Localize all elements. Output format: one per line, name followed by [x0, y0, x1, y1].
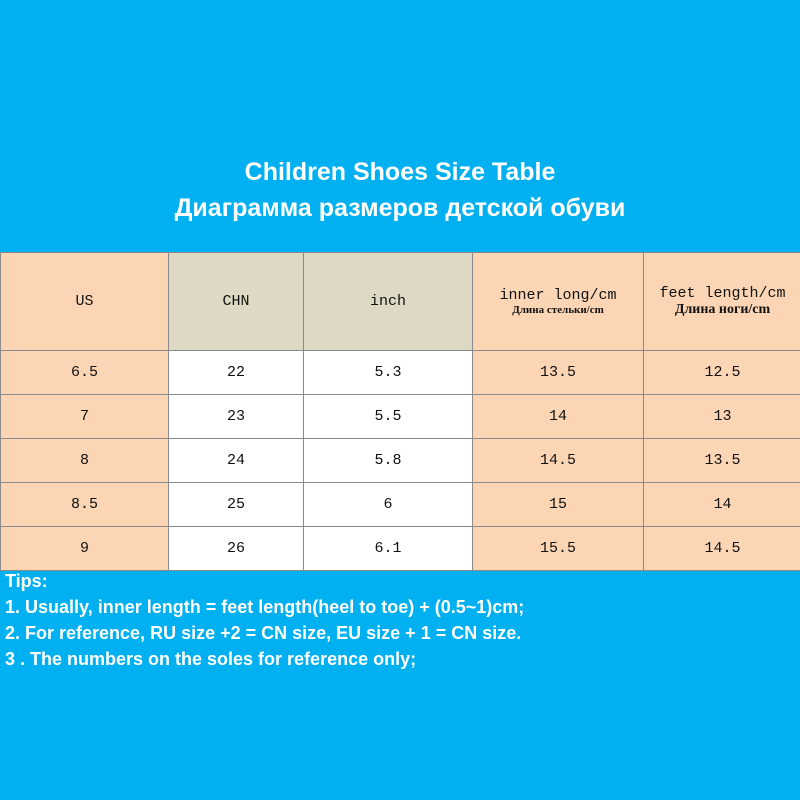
table-cell: 26 [168, 526, 304, 571]
table-cell: 8.5 [0, 482, 169, 527]
table-cell: 22 [168, 350, 304, 395]
header-cell: US [0, 252, 169, 351]
tips-heading: Tips: [5, 571, 48, 591]
tip-line: 2. For reference, RU size +2 = CN size, … [5, 623, 522, 643]
table-cell: 23 [168, 394, 304, 439]
table-cell: 14.5 [472, 438, 644, 483]
header-text: inner long/cm [499, 287, 617, 304]
table-cell: 6.1 [303, 526, 473, 571]
header-text: CHN [222, 293, 250, 310]
table-cell: 12.5 [643, 350, 800, 395]
table-cell: 7 [0, 394, 169, 439]
table-cell: 14 [643, 482, 800, 527]
title: Children Shoes Size Table [244, 158, 556, 186]
header-text: inch [369, 293, 406, 310]
table-cell: 15 [472, 482, 644, 527]
table-cell: 14 [472, 394, 644, 439]
table-cell: 5.8 [303, 438, 473, 483]
tip-line: 1. Usually, inner length = feet length(h… [5, 597, 525, 617]
table-cell: 15.5 [472, 526, 644, 571]
header-text: Длина ноги/cm [674, 302, 771, 317]
header-cell: inner long/cm Длина стельки/cm [472, 252, 644, 351]
table-cell: 13 [643, 394, 800, 439]
title-ru: Диаграмма размеров детской обуви [174, 194, 626, 222]
table-cell: 6 [303, 482, 473, 527]
table-cell: 5.3 [303, 350, 473, 395]
table-cell: 13.5 [643, 438, 800, 483]
table-cell: 25 [168, 482, 304, 527]
table-cell: 8 [0, 438, 169, 483]
table-cell: 6.5 [0, 350, 169, 395]
table-cell: 14.5 [643, 526, 800, 571]
header-text: US [75, 293, 94, 310]
header-cell: CHN [168, 252, 304, 351]
header-text: feet length/cm [659, 285, 786, 302]
table-cell: 9 [0, 526, 169, 571]
tip-line: 3 . The numbers on the soles for referen… [5, 649, 417, 669]
header-text: Длина стельки/cm [512, 304, 604, 316]
header-cell: inch [303, 252, 473, 351]
table-cell: 5.5 [303, 394, 473, 439]
header-cell: feet length/cm Длина ноги/cm [643, 252, 800, 351]
table-cell: 24 [168, 438, 304, 483]
table-cell: 13.5 [472, 350, 644, 395]
